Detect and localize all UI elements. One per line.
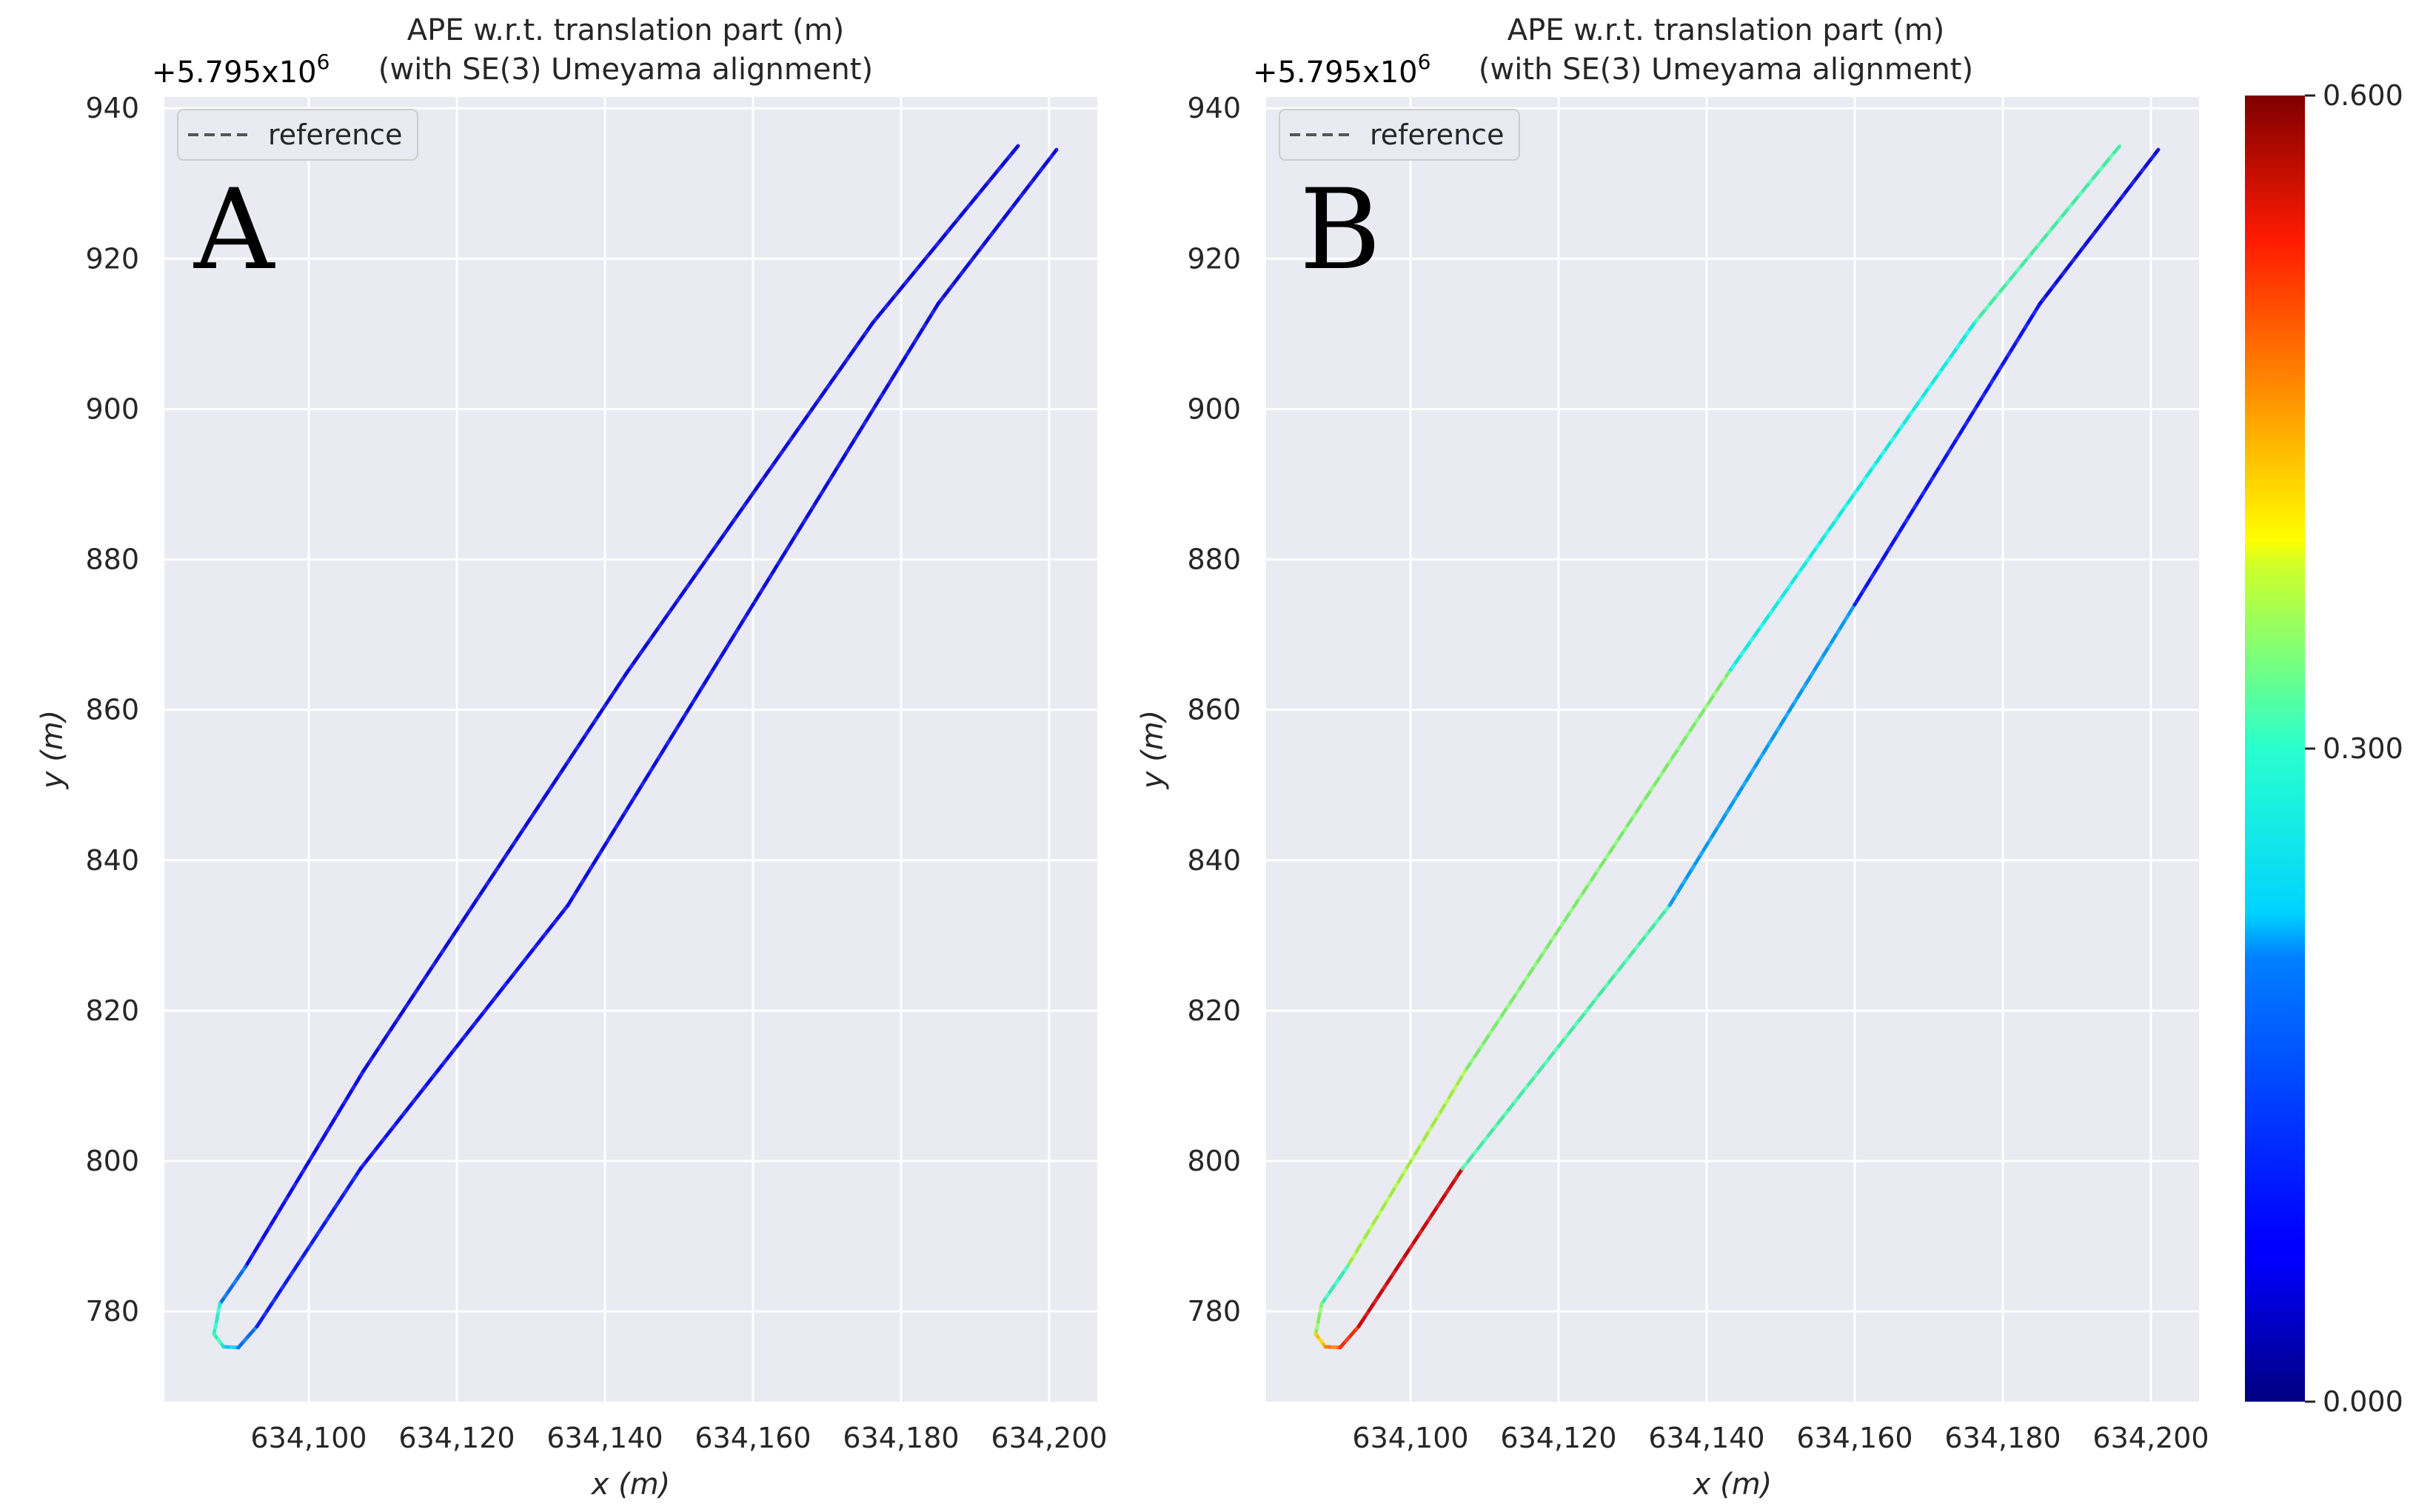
panel-a-offset: +5.795x106 <box>152 50 329 90</box>
panel-b-ape-segment <box>1853 301 2042 606</box>
panel-b-xtick-label: 634,160 <box>1796 1422 1912 1454</box>
panel-a-ytick-label: 840 <box>85 844 139 877</box>
panel-a-legend-label: reference <box>268 118 402 151</box>
panel-a-ytick-label: 880 <box>85 543 139 576</box>
panel-a-xlabel: x (m) <box>590 1468 671 1502</box>
panel-a-ape-segment <box>255 1166 363 1328</box>
panel-a-xtick-label: 634,180 <box>843 1422 959 1454</box>
panel-b: APE w.r.t. translation part (m) (with SE… <box>1136 13 2209 1502</box>
panel-b-ytick-label: 920 <box>1187 242 1241 275</box>
panel-b-xtick-label: 634,200 <box>2092 1422 2209 1454</box>
panel-b-ape-segment <box>2038 147 2161 306</box>
panel-b-ytick-label: 940 <box>1187 92 1241 124</box>
panel-a-plot <box>164 97 1097 1402</box>
panel-b-letter: B <box>1299 166 1381 295</box>
panel-b-legend-label: reference <box>1370 118 1504 151</box>
panel-a-ape-segment <box>566 603 755 908</box>
colorbar-tick-label: 0.000 <box>2323 1385 2403 1418</box>
panel-b-ape-segment <box>1463 670 1731 1073</box>
panel-a-ape-segment <box>221 1345 241 1350</box>
panel-b-legend-box <box>1279 109 1520 161</box>
panel-b-legend: reference <box>1279 109 1520 161</box>
panel-a-ape-segment <box>244 1068 366 1268</box>
panel-b-subtitle: (with SE(3) Umeyama alignment) <box>1479 53 1973 87</box>
panel-b-ape-segment <box>1338 1324 1361 1350</box>
panel-b-xtick-label: 634,180 <box>1944 1422 2061 1454</box>
panel-b-ape-segment <box>1319 1264 1350 1306</box>
panel-b-ytick-label: 800 <box>1187 1145 1241 1177</box>
panel-a-ape-segment <box>358 903 570 1171</box>
panel-a-ytick-label: 860 <box>85 694 139 726</box>
panel-b-ytick-label: 820 <box>1187 994 1241 1027</box>
panel-a-ape-segment <box>871 144 1020 325</box>
panel-b-xtick-label: 634,120 <box>1500 1422 1616 1454</box>
panel-a-ylabel: y (m) <box>36 710 70 790</box>
colorbar: 0.000 0.300 0.600 <box>2245 79 2403 1418</box>
panel-b-xtick-label: 634,140 <box>1648 1422 1764 1454</box>
panel-b-ape-segment <box>1345 1068 1468 1268</box>
panel-b-title: APE w.r.t. translation part (m) <box>1507 13 1945 47</box>
panel-a-title: APE w.r.t. translation part (m) <box>407 13 845 47</box>
panel-a-ape-segment <box>361 670 629 1073</box>
panel-a-xtick-label: 634,100 <box>250 1422 367 1454</box>
panel-b-ytick-label: 860 <box>1187 694 1241 726</box>
panel-b-xlabel: x (m) <box>1692 1468 1773 1502</box>
panel-a-ytick-label: 920 <box>85 242 139 275</box>
panel-a-letter: A <box>193 166 275 295</box>
panel-b-ylabel: y (m) <box>1136 710 1170 790</box>
panel-b-ape-segment <box>1356 1166 1465 1328</box>
panel-b-ape-segment <box>1313 1332 1328 1349</box>
panel-a-xtick-label: 634,140 <box>546 1422 663 1454</box>
panel-b-offset: +5.795x106 <box>1253 50 1430 90</box>
panel-a-ytick-label: 780 <box>85 1295 139 1328</box>
panel-b-plot <box>1266 97 2199 1402</box>
panel-a-xtick-label: 634,120 <box>398 1422 515 1454</box>
colorbar-tick-label: 0.600 <box>2323 79 2403 112</box>
panel-b-ape-segment <box>1323 1345 1342 1350</box>
panel-a: APE w.r.t. translation part (m) (with SE… <box>36 13 1108 1502</box>
panel-b-axes-bg <box>1266 97 2199 1402</box>
colorbar-ticks: 0.000 0.300 0.600 <box>2305 79 2403 1418</box>
panel-b-ape-segment <box>1460 903 1672 1171</box>
panel-b-ytick-label: 840 <box>1187 844 1241 877</box>
panel-b-ape-segment <box>1313 1302 1324 1337</box>
panel-a-ytick-label: 900 <box>85 392 139 425</box>
panel-a-ytick-label: 800 <box>85 1145 139 1177</box>
panel-b-ape-segment <box>1667 603 1857 908</box>
panel-b-ytick-label: 900 <box>1187 392 1241 425</box>
panel-a-ape-segment <box>936 147 1059 306</box>
panel-b-ape-segment <box>1972 144 2122 325</box>
panel-a-ape-segment <box>625 321 875 675</box>
panel-a-axes-bg <box>164 97 1097 1402</box>
panel-b-ytick-label: 880 <box>1187 543 1241 576</box>
panel-a-ape-segment <box>218 1264 248 1306</box>
panel-b-ytick-label: 780 <box>1187 1295 1241 1328</box>
colorbar-tick-label: 0.300 <box>2323 732 2403 765</box>
panel-a-ape-segment <box>212 1332 226 1349</box>
panel-a-xtick-label: 634,200 <box>991 1422 1107 1454</box>
panel-a-ytick-label: 820 <box>85 994 139 1027</box>
panel-a-legend-box <box>177 109 418 161</box>
panel-a-ape-segment <box>236 1324 259 1350</box>
panel-a-ytick-label: 940 <box>85 92 139 124</box>
panel-a-legend: reference <box>177 109 418 161</box>
panel-a-subtitle: (with SE(3) Umeyama alignment) <box>378 53 873 87</box>
panel-a-xtick-label: 634,160 <box>695 1422 811 1454</box>
panel-a-ape-segment <box>212 1302 222 1337</box>
panel-b-xtick-label: 634,100 <box>1352 1422 1468 1454</box>
panel-a-ape-segment <box>751 301 940 606</box>
colorbar-gradient <box>2245 96 2305 1402</box>
panel-b-ape-segment <box>1727 321 1977 675</box>
